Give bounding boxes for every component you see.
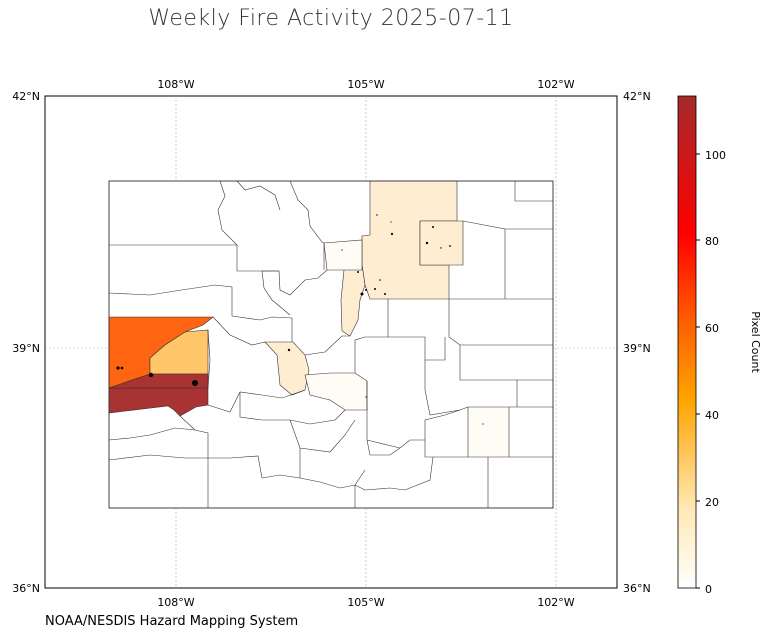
tick-lon-top-105: 105°W (347, 78, 384, 91)
county-weld-part (419, 220, 464, 266)
lon-ticks-top: 108°W 105°W 102°W (157, 78, 574, 91)
lat-ticks-left: 42°N 39°N 36°N (12, 90, 40, 595)
tick-lon-bottom-108: 108°W (157, 596, 194, 609)
credit-text: NOAA/NESDIS Hazard Mapping System (45, 614, 299, 629)
county-jefferson (340, 264, 366, 337)
tick-lat-right-39: 39°N (623, 342, 651, 355)
tick-lon-top-108: 108°W (157, 78, 194, 91)
cbar-tick-20: 20 (705, 496, 719, 509)
map-title: Weekly Fire Activity 2025-07-11 (148, 6, 514, 31)
cbar-tick-80: 80 (705, 235, 719, 248)
tick-lat-right-36: 36°N (623, 582, 651, 595)
tick-lon-top-102: 102°W (537, 78, 574, 91)
tick-lat-left-39: 39°N (12, 342, 40, 355)
county-boulder-area (323, 239, 363, 271)
cbar-tick-0: 0 (705, 583, 712, 596)
lon-ticks-bottom: 108°W 105°W 102°W (157, 596, 574, 609)
colorbar-label: Pixel Count (749, 311, 762, 373)
county-boundaries (108, 180, 554, 509)
tick-lat-right-42: 42°N (623, 90, 651, 103)
lat-ticks-right: 42°N 39°N 36°N (623, 90, 651, 595)
tick-lat-left-36: 36°N (12, 582, 40, 595)
tick-lon-bottom-105: 105°W (347, 596, 384, 609)
county-bent (467, 406, 510, 458)
cbar-tick-100: 100 (705, 149, 726, 162)
tick-lon-bottom-102: 102°W (537, 596, 574, 609)
tick-lat-left-42: 42°N (12, 90, 40, 103)
cbar-tick-40: 40 (705, 409, 719, 422)
colorbar-ticks: 0 20 40 60 80 100 (696, 149, 726, 596)
cbar-tick-60: 60 (705, 322, 719, 335)
fire-detections (116, 214, 484, 425)
colorbar (677, 95, 697, 589)
